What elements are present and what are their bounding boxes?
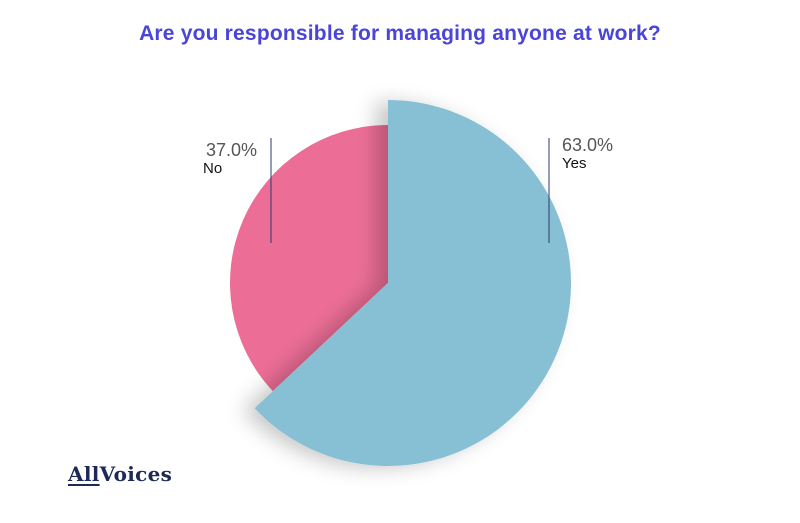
data-label-cat-no: No bbox=[203, 160, 222, 177]
pie-slice-no bbox=[229, 125, 388, 392]
pie-slice-yes bbox=[254, 100, 571, 466]
logo-text-voices: Voices bbox=[99, 462, 173, 486]
chart-title: Are you responsible for managing anyone … bbox=[139, 22, 661, 45]
data-label-pct-no: 37.0% bbox=[206, 140, 257, 160]
logo-text-all: All bbox=[68, 462, 100, 486]
allvoices-logo: AllVoices bbox=[68, 462, 172, 486]
data-label-cat-yes: Yes bbox=[562, 155, 586, 172]
data-label-pct-yes: 63.0% bbox=[562, 135, 613, 155]
